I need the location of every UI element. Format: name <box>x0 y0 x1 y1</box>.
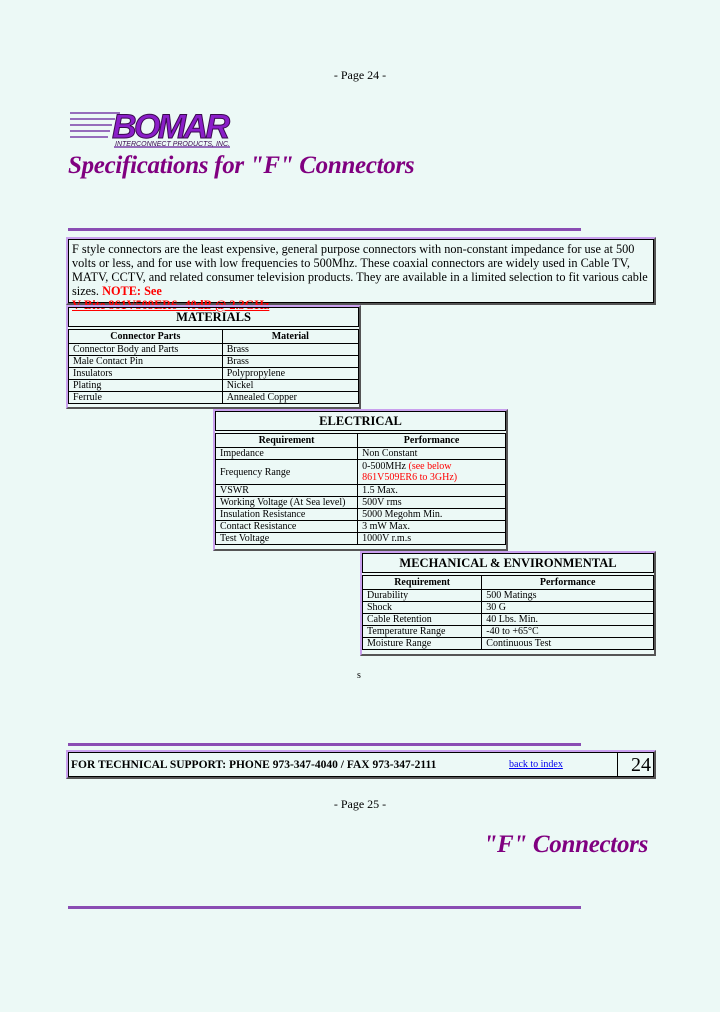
table-cell: VSWR <box>214 484 359 497</box>
electrical-table: ELECTRICAL Requirement Performance Impedan… <box>213 409 508 551</box>
header-row: Requirement Performance <box>361 575 654 590</box>
materials-table: MATERIALS Connector Parts Material Connect… <box>66 305 361 409</box>
back-to-index-link[interactable]: back to index <box>509 759 563 770</box>
column-header: Material <box>221 329 360 344</box>
column-header: Requirement <box>361 575 483 590</box>
mechanical-table: MECHANICAL & ENVIRONMENTAL Requirement Pe… <box>360 551 656 656</box>
bomar-logo: BOMAR INTERCONNECT PRODUCTS, INC. <box>70 105 235 150</box>
intro-text: F style connectors are the least expensi… <box>72 242 648 298</box>
table-cell: Nickel <box>221 379 360 392</box>
table-row: Insulators Polypropylene <box>68 367 360 380</box>
header-row: Connector Parts Material <box>68 329 360 344</box>
svg-text:INTERCONNECT PRODUCTS, INC.: INTERCONNECT PRODUCTS, INC. <box>115 141 230 148</box>
table-cell: Working Voltage (At Sea level) <box>214 496 359 509</box>
intro-box: F style connectors are the least expensi… <box>66 237 656 312</box>
page-number-cell: 24 <box>617 753 653 776</box>
table-row: Durability 500 Matings <box>361 589 654 602</box>
table-cell: Frequency Range <box>214 459 359 485</box>
table-cell: Polypropylene <box>221 367 360 380</box>
table-cell: Impedance <box>214 447 359 460</box>
table-row: Insulation Resistance 5000 Megohm Min. <box>214 508 506 521</box>
table-cell: Durability <box>361 589 483 602</box>
table-cell: 1000V r.m.s <box>357 532 506 545</box>
materials-caption: MATERIALS <box>68 307 359 327</box>
table-row: Temperature Range -40 to +65°C <box>361 625 654 638</box>
column-header: Connector Parts <box>68 329 223 344</box>
frequency-note: (see below 861V509ER6 to 3GHz) <box>362 461 458 483</box>
divider <box>68 228 581 231</box>
table-row: Plating Nickel <box>68 379 360 392</box>
table-row: VSWR 1.5 Max. <box>214 484 506 497</box>
table-cell: Contact Resistance <box>214 520 359 533</box>
table-cell: Insulation Resistance <box>214 508 359 521</box>
table-cell: 40 Lbs. Min. <box>481 613 654 626</box>
table-row: Cable Retention 40 Lbs. Min. <box>361 613 654 626</box>
table-row: Frequency Range 0-500MHz (see below 861V5… <box>214 459 506 485</box>
table-cell: Connector Body and Parts <box>68 343 223 356</box>
divider <box>68 743 581 746</box>
table-row: Contact Resistance 3 mW Max. <box>214 520 506 533</box>
table-cell: Brass <box>221 343 360 356</box>
column-header: Performance <box>481 575 654 590</box>
table-row: Connector Body and Parts Brass <box>68 343 360 356</box>
table-cell: Cable Retention <box>361 613 483 626</box>
table-cell: 3 mW Max. <box>357 520 506 533</box>
table-cell: Brass <box>221 355 360 368</box>
table-cell: Temperature Range <box>361 625 483 638</box>
table-cell: Moisture Range <box>361 637 483 650</box>
table-row: Test Voltage 1000V r.m.s <box>214 532 506 545</box>
table-cell: Continuous Test <box>481 637 654 650</box>
support-text: FOR TECHNICAL SUPPORT: PHONE 973-347-404… <box>71 758 437 771</box>
svg-text:BOMAR: BOMAR <box>112 108 230 146</box>
table-cell: 0-500MHz <box>362 461 406 472</box>
table-row: Shock 30 G <box>361 601 654 614</box>
table-row: Working Voltage (At Sea level) 500V rms <box>214 496 506 509</box>
electrical-caption: ELECTRICAL <box>215 411 506 431</box>
table-cell: 1.5 Max. <box>357 484 506 497</box>
column-header: Performance <box>357 433 506 448</box>
table-cell: Plating <box>68 379 223 392</box>
page-number-top: - Page 24 - <box>333 68 387 82</box>
table-cell: Shock <box>361 601 483 614</box>
table-row: Male Contact Pin Brass <box>68 355 360 368</box>
table-cell: Annealed Copper <box>221 391 360 404</box>
table-cell: Ferrule <box>68 391 223 404</box>
table-cell: 500 Matings <box>481 589 654 602</box>
next-page-title: "F" Connectors <box>483 831 648 858</box>
page-title: Specifications for "F" Connectors <box>68 152 415 179</box>
column-header: Requirement <box>214 433 359 448</box>
table-cell: Insulators <box>68 367 223 380</box>
note-label: NOTE: See <box>102 284 162 298</box>
page-number-next: - Page 25 - <box>333 797 387 811</box>
table-cell: 500V rms <box>357 496 506 509</box>
header-row: Requirement Performance <box>214 433 506 448</box>
table-cell: Non Constant <box>357 447 506 460</box>
footer-box: FOR TECHNICAL SUPPORT: PHONE 973-347-404… <box>66 750 656 779</box>
table-row: Ferrule Annealed Copper <box>68 391 360 404</box>
table-cell: -40 to +65°C <box>481 625 654 638</box>
mechanical-caption: MECHANICAL & ENVIRONMENTAL <box>362 553 654 573</box>
table-cell: Test Voltage <box>214 532 359 545</box>
table-cell: 30 G <box>481 601 654 614</box>
table-row: Moisture Range Continuous Test <box>361 637 654 650</box>
divider <box>68 906 581 909</box>
stray-text: s <box>357 670 361 681</box>
table-row: Impedance Non Constant <box>214 447 506 460</box>
table-cell: Male Contact Pin <box>68 355 223 368</box>
table-cell: 5000 Megohm Min. <box>357 508 506 521</box>
